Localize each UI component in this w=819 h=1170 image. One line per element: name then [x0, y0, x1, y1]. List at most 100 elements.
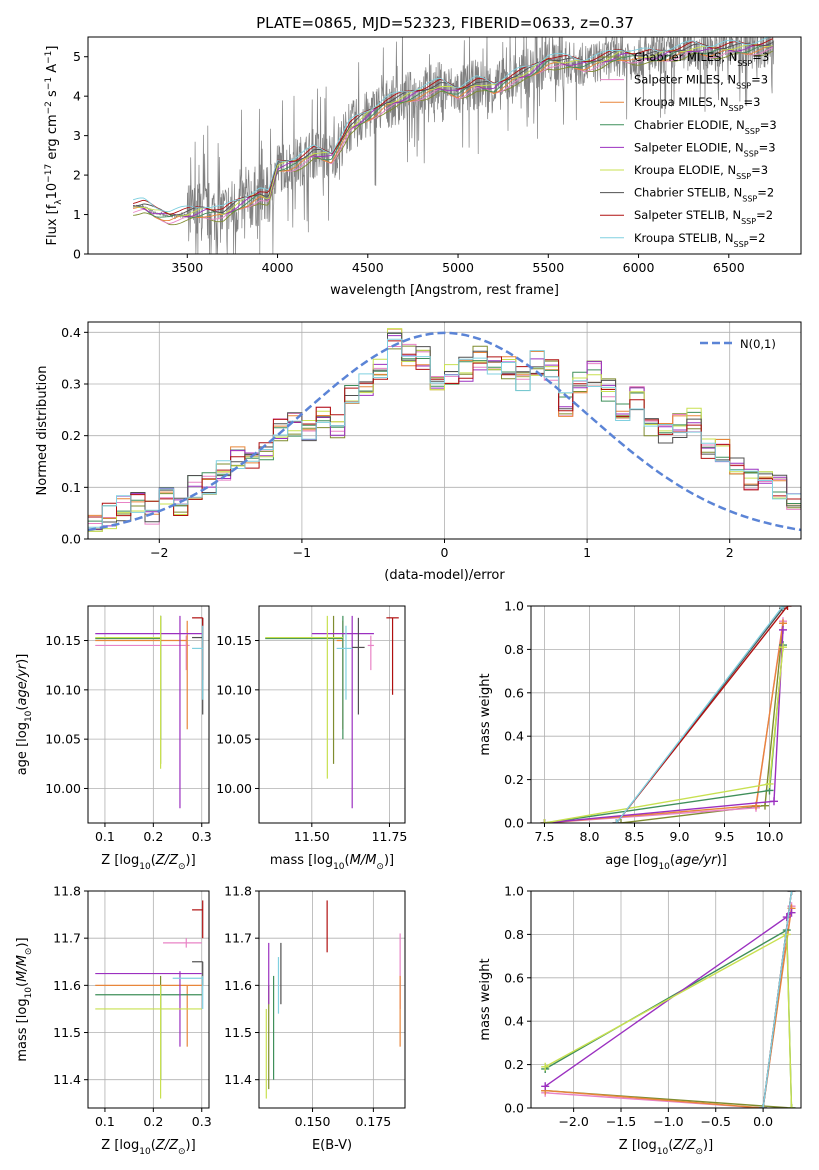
weight-line	[544, 645, 784, 823]
y-axis-label: Flux [fλ10−17 erg cm−2 s−1 A−1]	[44, 46, 64, 246]
weight-line	[544, 647, 784, 823]
y-tick-label: 10.00	[216, 781, 252, 796]
x-tick-label: 0	[441, 545, 449, 560]
legend-label: Kroupa MILES, NSSP=3	[634, 95, 760, 113]
x-tick-label: −2	[150, 545, 168, 560]
x-tick-label: 2	[726, 545, 734, 560]
y-tick-label: 0.4	[504, 729, 524, 744]
weight-marker	[770, 797, 778, 806]
x-axis-label: wavelength [Angstrom, rest frame]	[330, 283, 559, 298]
x-tick-label: 0.3	[192, 829, 212, 844]
x-tick-label: 0.3	[192, 1114, 212, 1129]
y-axis-label: mass weight	[478, 958, 493, 1040]
x-tick-label: 8.5	[625, 829, 645, 844]
axes-frame	[530, 890, 802, 1109]
y-tick-label: 0.6	[504, 970, 524, 985]
y-tick-label: 11.6	[224, 978, 252, 993]
x-tick-label: 8.0	[580, 829, 600, 844]
legend-label: N(0,1)	[740, 337, 776, 351]
y-axis-label: age [log10(age/yr)]	[15, 654, 34, 776]
x-tick-label: 9.5	[715, 829, 735, 844]
model-line	[132, 44, 773, 218]
figure-title: PLATE=0865, MJD=52323, FIBERID=0633, z=0…	[256, 14, 634, 32]
x-tick-label: 6000	[623, 260, 655, 275]
y-tick-label: 10.05	[45, 732, 81, 747]
x-axis-label: age [log10(age/yr)]	[605, 853, 727, 872]
y-tick-label: 11.8	[224, 884, 252, 899]
y-tick-label: 11.7	[53, 931, 81, 946]
axes-frame	[87, 890, 210, 1109]
weight-line	[762, 891, 793, 1108]
x-tick-label: 5000	[442, 260, 474, 275]
y-tick-label: 10.15	[45, 633, 81, 648]
weight-line	[615, 606, 784, 823]
x-tick-label: 6500	[713, 260, 745, 275]
normal-curve	[88, 331, 801, 532]
y-tick-label: 0.6	[504, 685, 524, 700]
y-tick-label: 10.10	[216, 682, 252, 697]
weight-marker	[612, 819, 621, 823]
y-tick-label: 0.8	[504, 642, 524, 657]
weight-marker	[617, 819, 625, 823]
legend-label: Chabrier ELODIE, NSSP=3	[634, 118, 777, 136]
x-tick-label: 5500	[532, 260, 564, 275]
y-tick-label: 11.4	[224, 1072, 252, 1087]
plot-area	[95, 900, 204, 1099]
y-tick-label: 4	[73, 89, 81, 104]
x-axis-label: Z [log10(Z/Z⊙)]	[619, 1138, 713, 1157]
model-line	[132, 45, 773, 222]
y-tick-label: 11.5	[53, 1025, 81, 1040]
plot-area	[265, 900, 401, 1099]
y-tick-label: 5	[73, 49, 81, 64]
y-tick-label: 0.8	[504, 927, 524, 942]
weight-marker	[779, 606, 787, 610]
weight-marker	[779, 643, 787, 652]
weight-marker	[779, 625, 787, 634]
y-axis-label: mass weight	[478, 673, 493, 755]
panel-age-vs-mass: 11.50 11.75 10.00 10.05 10.10 10.15 mass [log1…	[216, 605, 407, 872]
model-line	[132, 37, 772, 213]
panel-mass-vs-Z: 0.1 0.2 0.3 11.4 11.5 11.6 11.7 11.8 Z [log10(Z/…	[15, 884, 212, 1158]
x-axis-label: Z [log10(Z/Z⊙)]	[101, 853, 195, 872]
y-tick-label: 0.2	[504, 772, 524, 787]
y-tick-label: 11.6	[53, 978, 81, 993]
x-tick-label: 4000	[262, 260, 294, 275]
x-tick-label: 0.1	[95, 829, 115, 844]
plot-area	[540, 606, 792, 823]
x-tick-label: −2.0	[558, 1114, 588, 1129]
y-tick-label: 2	[73, 168, 81, 183]
weight-marker	[759, 1104, 768, 1108]
x-tick-label: −1.5	[606, 1114, 636, 1129]
y-tick-label: 0.2	[61, 428, 81, 443]
y-tick-label: 1.0	[504, 599, 524, 614]
y-tick-label: 0.3	[61, 377, 81, 392]
x-tick-label: 4500	[352, 260, 384, 275]
plot-area	[132, 37, 775, 254]
y-axis-label: Normed distribution	[35, 366, 50, 496]
y-tick-label: 10.00	[45, 781, 81, 796]
axes-frame	[87, 605, 210, 824]
plot-area	[95, 615, 204, 809]
axes-frame	[530, 605, 802, 824]
panel-age-vs-Z: 0.1 0.2 0.3 10.00 10.05 10.10 10.15 Z [log10(Z/…	[15, 605, 212, 872]
weight-marker	[783, 606, 792, 610]
x-tick-label: 1	[583, 545, 591, 560]
legend-label: Kroupa STELIB, NSSP=2	[634, 231, 765, 249]
weight-line	[545, 908, 793, 1108]
panel-spectrum: 3500 4000 4500 5000 5500 6000 6500 0 1 2 3 4 5 Chabri…	[44, 36, 802, 298]
x-axis-label: mass [log10(M/M⊙)]	[270, 853, 394, 872]
x-tick-label: 10.0	[756, 829, 784, 844]
y-axis-label: mass [log10(M/M⊙)]	[15, 937, 34, 1061]
x-tick-label: 0.2	[143, 829, 163, 844]
legend-label: Salpeter MILES, NSSP=3	[634, 73, 768, 91]
y-tick-label: 10.05	[216, 732, 252, 747]
weight-marker	[541, 1062, 550, 1071]
legend-label: Chabrier MILES, NSSP=3	[634, 50, 769, 68]
plot-area	[541, 891, 796, 1108]
x-tick-label: 7.5	[535, 829, 555, 844]
y-tick-label: 0	[73, 247, 81, 262]
x-tick-label: 3500	[171, 260, 203, 275]
y-tick-label: 0.0	[61, 532, 81, 547]
weight-marker	[540, 819, 549, 823]
